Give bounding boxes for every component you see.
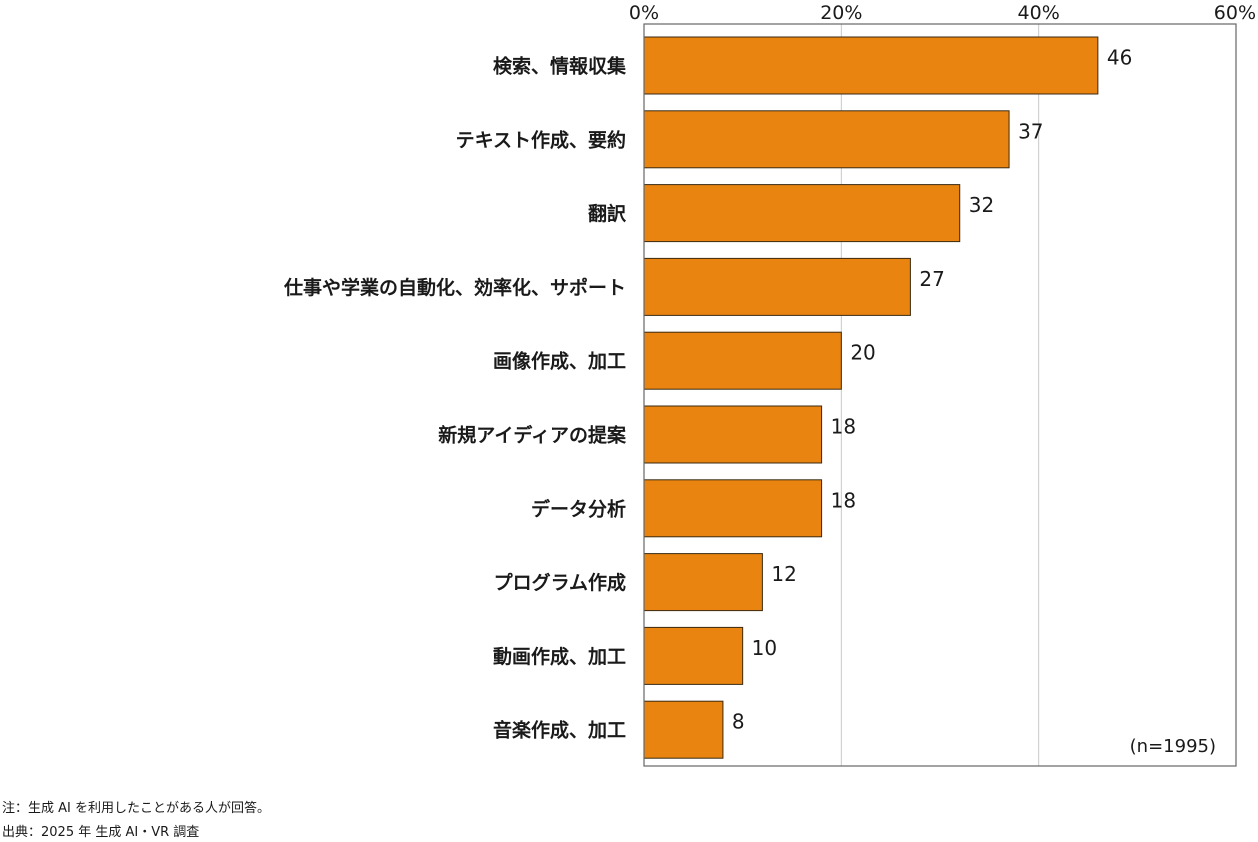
bar bbox=[643, 36, 1099, 95]
category-label: 翻訳 bbox=[588, 202, 627, 225]
bar bbox=[643, 184, 961, 243]
value-label: 12 bbox=[771, 562, 796, 586]
value-label: 27 bbox=[919, 267, 944, 291]
bar bbox=[643, 405, 823, 464]
bar bbox=[643, 479, 823, 538]
labels: 0% 20% 40% 60% 検索、情報収集 46 テキスト作成、要約 37 翻訳 32 仕事や学業… bbox=[283, 2, 1256, 742]
bar bbox=[643, 700, 724, 759]
category-label: プログラム作成 bbox=[494, 571, 626, 594]
category-label: データ分析 bbox=[531, 497, 626, 520]
x-tick-label: 60% bbox=[1214, 2, 1256, 24]
category-label: 動画作成、加工 bbox=[493, 645, 626, 668]
category-label: 新規アイディアの提案 bbox=[438, 424, 627, 447]
bar bbox=[643, 331, 842, 390]
value-label: 20 bbox=[850, 341, 875, 365]
x-tick-label: 20% bbox=[820, 2, 862, 24]
value-label: 32 bbox=[969, 193, 994, 217]
bar bbox=[643, 110, 1010, 169]
value-label: 18 bbox=[831, 488, 856, 512]
note-text: 注：生成 AI を利用したことがある人が回答。 bbox=[2, 801, 270, 816]
plot-frame bbox=[643, 23, 1237, 767]
bar bbox=[643, 257, 911, 316]
value-label: 46 bbox=[1107, 46, 1132, 70]
category-label: テキスト作成、要約 bbox=[456, 128, 626, 151]
sample-size-label: (n=1995) bbox=[1130, 736, 1216, 757]
value-label: 10 bbox=[752, 636, 777, 660]
category-label: 検索、情報収集 bbox=[493, 55, 627, 78]
value-label: 37 bbox=[1018, 119, 1043, 143]
bars bbox=[643, 36, 1099, 759]
category-label: 仕事や学業の自動化、効率化、サポート bbox=[283, 276, 626, 299]
x-tick-label: 0% bbox=[629, 2, 659, 24]
value-label: 18 bbox=[831, 415, 856, 439]
x-tick-label: 40% bbox=[1018, 2, 1060, 24]
value-label: 8 bbox=[732, 710, 745, 734]
bar bbox=[643, 553, 763, 612]
source-text: 出典：2025 年 生成 AI・VR 調査 bbox=[2, 825, 200, 840]
bar bbox=[643, 626, 744, 685]
category-label: 画像作成、加工 bbox=[493, 350, 626, 373]
category-label: 音楽作成、加工 bbox=[493, 719, 626, 742]
